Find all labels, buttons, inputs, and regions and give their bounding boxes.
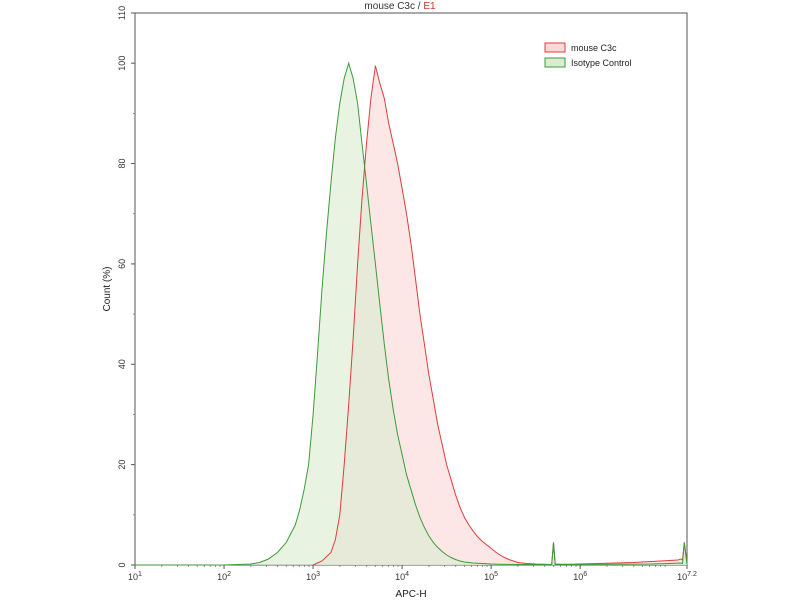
y-tick-label: 100 <box>117 56 127 71</box>
x-tick-label: 104 <box>395 571 409 582</box>
y-tick-label: 60 <box>117 259 127 269</box>
series-lines <box>135 61 688 566</box>
x-tick-label: 107.2 <box>677 571 697 582</box>
y-axis-ticks: 0 20 40 60 80 100 110 <box>117 6 135 568</box>
x-tick-label: 106 <box>573 571 587 582</box>
series-fill-mouse-c3c <box>313 65 687 565</box>
y-axis-label: Count (%) <box>102 266 113 311</box>
x-tick-label: 102 <box>217 571 231 582</box>
y-tick-label: 20 <box>117 460 127 470</box>
chart-title-separator: / <box>417 1 421 12</box>
chart-title-gate: E1 <box>423 1 436 12</box>
series-fills <box>135 63 687 565</box>
y-tick-label: 40 <box>117 359 127 369</box>
y-tick-label: 0 <box>117 562 127 567</box>
legend-swatch-isotype-control <box>544 57 566 68</box>
chart-title: mouse C3c <box>364 1 415 12</box>
x-tick-label: 105 <box>484 571 498 582</box>
legend: mouse C3c Isotype Control <box>544 42 632 68</box>
x-axis-label: APC-H <box>395 589 426 600</box>
x-axis-ticks: 101 102 103 104 105 106 107.2 <box>128 565 697 582</box>
y-tick-label: 110 <box>117 6 127 20</box>
x-tick-label: 103 <box>306 571 320 582</box>
legend-label-isotype-control: Isotype Control <box>571 58 632 68</box>
chart-title-row: mouse C3c / E1 <box>0 1 800 12</box>
series-line-isotype-control <box>135 61 688 566</box>
x-tick-label: 101 <box>128 571 142 582</box>
y-tick-label: 80 <box>117 159 127 169</box>
legend-label-mouse-c3c: mouse C3c <box>571 43 617 53</box>
legend-swatch-mouse-c3c <box>544 42 566 53</box>
